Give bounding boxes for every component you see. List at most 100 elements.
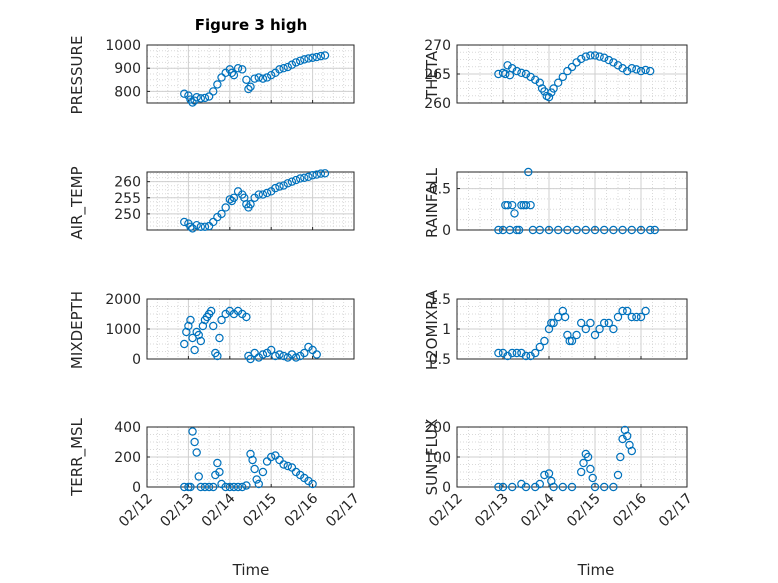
data-point (609, 225, 618, 235)
chart-title: Figure 3 high (195, 16, 308, 34)
data-point (194, 330, 203, 340)
ytick-label: 0 (442, 223, 451, 239)
data-point (196, 482, 206, 492)
data-point (300, 55, 309, 64)
data-point (258, 467, 268, 477)
data-point (190, 345, 199, 355)
ytick-label: 250 (114, 207, 141, 223)
data-point (521, 200, 531, 210)
data-point (609, 482, 618, 492)
xtick-label: 02/17 (323, 491, 363, 531)
data-point (271, 183, 280, 193)
ytick-label: 1000 (105, 322, 141, 338)
panel-7: 0 200 400 02/12 02/13 02/14 02/15 02/16 02/17 (114, 420, 363, 530)
ytick-label: 270 (424, 38, 451, 54)
data-point (554, 225, 563, 235)
data-point (503, 200, 512, 210)
data-point (650, 225, 660, 235)
ytick-label: 800 (114, 84, 141, 100)
data-point (627, 63, 637, 73)
data-point (547, 318, 556, 328)
ylabel-h2omixra: H2OMIXRA (423, 289, 441, 370)
data-point (512, 225, 522, 235)
data-point (312, 52, 321, 62)
data-point (316, 51, 326, 61)
data-point (632, 312, 641, 322)
data-point (267, 452, 276, 462)
data-point (609, 324, 618, 334)
xtick-label: 02/16 (282, 490, 322, 530)
data-point (209, 482, 218, 492)
data-point (600, 225, 609, 235)
data-point (558, 482, 568, 492)
panel-6: 0.5 1 1.5 (429, 292, 688, 368)
data-point (581, 225, 591, 235)
data-point (586, 464, 595, 474)
panel-4: 00.5 (429, 167, 688, 239)
data-point (188, 98, 197, 107)
data-point (229, 193, 239, 202)
data-point (308, 345, 317, 355)
data-point (221, 203, 230, 212)
ylabel-theta: THETA (423, 50, 441, 100)
xtick-label: 02/13 (472, 491, 512, 531)
data-point (221, 482, 230, 492)
data-point (567, 482, 577, 492)
data-point (229, 70, 239, 80)
data-point (271, 451, 280, 460)
panel-2: 260 265 270 (424, 38, 688, 112)
data-point (560, 312, 570, 322)
data-point (508, 348, 517, 358)
data-point (498, 482, 508, 492)
series-points (180, 169, 330, 233)
data-point (186, 222, 195, 231)
data-point (229, 482, 239, 492)
xtick-label: 02/16 (610, 490, 650, 530)
xtick-label: 02/15 (240, 491, 280, 531)
ytick-label: 400 (114, 420, 141, 436)
data-point (508, 200, 517, 210)
data-point (583, 452, 593, 462)
data-point (209, 321, 218, 331)
data-point (312, 170, 321, 179)
data-point (535, 479, 545, 489)
data-point (613, 470, 623, 480)
data-point (198, 321, 208, 331)
data-point (258, 74, 268, 83)
data-point (248, 455, 257, 465)
axes-box (456, 426, 688, 488)
ytick-label: 1 (442, 322, 451, 338)
data-point (192, 448, 201, 457)
data-point (271, 351, 280, 361)
data-point (590, 225, 600, 235)
data-point (291, 175, 301, 185)
data-point (275, 65, 284, 74)
ytick-label: 255 (114, 191, 141, 207)
data-point (283, 62, 292, 72)
data-point (287, 60, 297, 69)
ylabel-sun-flux: SUN_FLUX (423, 419, 442, 496)
data-point (180, 217, 189, 227)
data-point (514, 225, 524, 235)
series-points (180, 306, 321, 364)
data-point (196, 336, 206, 346)
data-point (217, 315, 226, 325)
data-point (184, 91, 193, 100)
data-point (618, 306, 627, 316)
data-point (581, 324, 591, 334)
data-point (618, 225, 627, 235)
data-point (200, 93, 210, 103)
data-point (544, 92, 554, 102)
data-point (627, 225, 637, 235)
subplot-grid: 800900100026026527025025526000.501000200… (105, 38, 695, 530)
ylabel-rainfall: RAINFALL (423, 167, 441, 238)
data-point (535, 342, 545, 352)
data-point (217, 73, 226, 82)
data-point (186, 482, 195, 492)
data-point (304, 54, 313, 63)
data-point (213, 80, 222, 89)
data-point (636, 225, 646, 235)
data-point (627, 312, 637, 322)
data-point (316, 169, 326, 178)
